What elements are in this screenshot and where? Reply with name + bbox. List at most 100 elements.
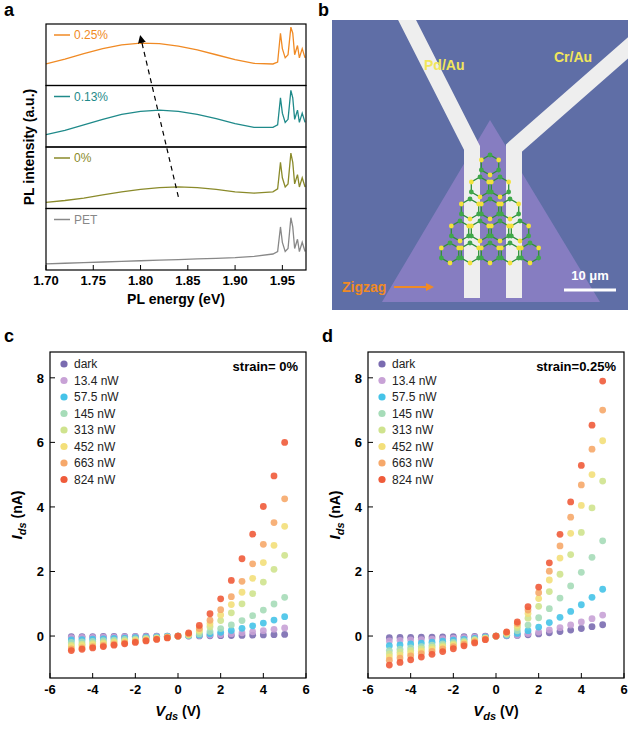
lattice-atom: [489, 234, 494, 239]
lattice-atom: [526, 234, 531, 239]
lattice-hexagon: [501, 199, 518, 219]
x-tick: [92, 673, 93, 678]
data-point: [217, 625, 224, 632]
lattice-hexagon: [461, 199, 478, 219]
axis-title-unit: (nA): [327, 490, 343, 518]
y-tick-label: 4: [37, 500, 45, 515]
data-point: [132, 638, 139, 645]
y-tick: [50, 636, 55, 637]
strip-frame: [46, 209, 306, 271]
lattice-atom: [499, 256, 504, 261]
lattice-atom: [479, 168, 484, 173]
legend-label: 313 nW: [74, 423, 116, 437]
lattice-atom: [469, 234, 474, 239]
legend-label: 145 nW: [74, 407, 116, 421]
data-point: [578, 502, 585, 509]
data-group: [386, 378, 606, 669]
y-tick: [50, 442, 55, 443]
data-point: [281, 613, 288, 620]
data-point: [578, 625, 585, 632]
y-tick: [50, 571, 55, 572]
x-tick: [46, 265, 47, 270]
plot-frame: [368, 352, 624, 678]
data-point: [260, 503, 267, 510]
lattice-atom: [488, 241, 493, 246]
data-point: [249, 560, 256, 567]
data-point: [175, 633, 182, 640]
data-point: [493, 633, 500, 640]
lattice-atom: [459, 256, 464, 261]
y-tick: [50, 377, 55, 378]
data-point: [132, 639, 139, 646]
data-point: [239, 578, 246, 585]
lattice-atom: [498, 195, 503, 200]
data-point: [164, 634, 171, 641]
lattice-hexagon: [481, 155, 498, 175]
data-point: [271, 472, 278, 479]
lattice-atom: [449, 234, 454, 239]
strip-frame: [46, 147, 306, 209]
x-tick-label: 1.75: [81, 273, 106, 288]
data-point: [546, 577, 553, 584]
data-point: [249, 575, 256, 582]
series-group: [46, 27, 305, 64]
data-point: [578, 569, 585, 576]
lattice-hexagon: [521, 243, 538, 263]
data-point: [271, 626, 278, 633]
lattice-atom: [479, 202, 484, 207]
legend-marker: [378, 443, 385, 450]
data-point: [175, 633, 182, 640]
strip-frame: [46, 86, 306, 148]
lattice-atom: [439, 246, 444, 251]
data-point: [589, 422, 596, 429]
lattice-atom: [478, 219, 483, 224]
data-point: [589, 594, 596, 601]
lattice-atom: [459, 202, 464, 207]
legend-label: 663 nW: [392, 456, 434, 470]
data-point: [599, 621, 606, 628]
data-point: [217, 606, 224, 613]
legend-label: 824 nW: [74, 473, 116, 487]
legend-label: 452 nW: [74, 440, 116, 454]
annotation: strain= 0%: [233, 359, 299, 374]
data-point: [589, 504, 596, 511]
axis-title-subscript: ds: [334, 522, 346, 535]
data-point: [599, 537, 606, 544]
data-point: [207, 617, 214, 624]
legend-marker: [60, 360, 67, 367]
x-tick: [93, 265, 94, 270]
lattice-atom: [468, 217, 473, 222]
data-point: [153, 635, 160, 642]
annotation: strain=0.25%: [536, 359, 616, 374]
x-tick-label: 6: [620, 682, 627, 697]
legend-marker: [60, 476, 67, 483]
data-point: [493, 633, 500, 640]
lattice-atom: [499, 202, 504, 207]
x-tick-label: 1.70: [33, 273, 58, 288]
lattice-atom: [516, 212, 521, 217]
x-tick: [178, 673, 179, 678]
data-point: [493, 633, 500, 640]
data-point: [207, 610, 214, 617]
data-point: [557, 542, 564, 549]
lattice-atom: [509, 234, 514, 239]
lattice-atom: [458, 239, 463, 244]
y-tick-label: 6: [37, 435, 44, 450]
data-point: [514, 619, 521, 626]
x-tick-label: -2: [448, 682, 460, 697]
data-point: [493, 633, 500, 640]
data-point: [567, 530, 574, 537]
lattice-atom: [488, 173, 493, 178]
legend-marker: [378, 426, 385, 433]
data-point: [386, 662, 393, 669]
lattice-atom: [499, 212, 504, 217]
data-point: [89, 645, 96, 652]
y-tick-label: 8: [355, 371, 362, 386]
legend-marker: [60, 377, 67, 384]
data-point: [143, 637, 150, 644]
legend-marker: [60, 426, 67, 433]
lattice-atom: [489, 180, 494, 185]
data-point: [260, 579, 267, 586]
data-point: [578, 481, 585, 488]
lattice-atom: [448, 261, 453, 266]
